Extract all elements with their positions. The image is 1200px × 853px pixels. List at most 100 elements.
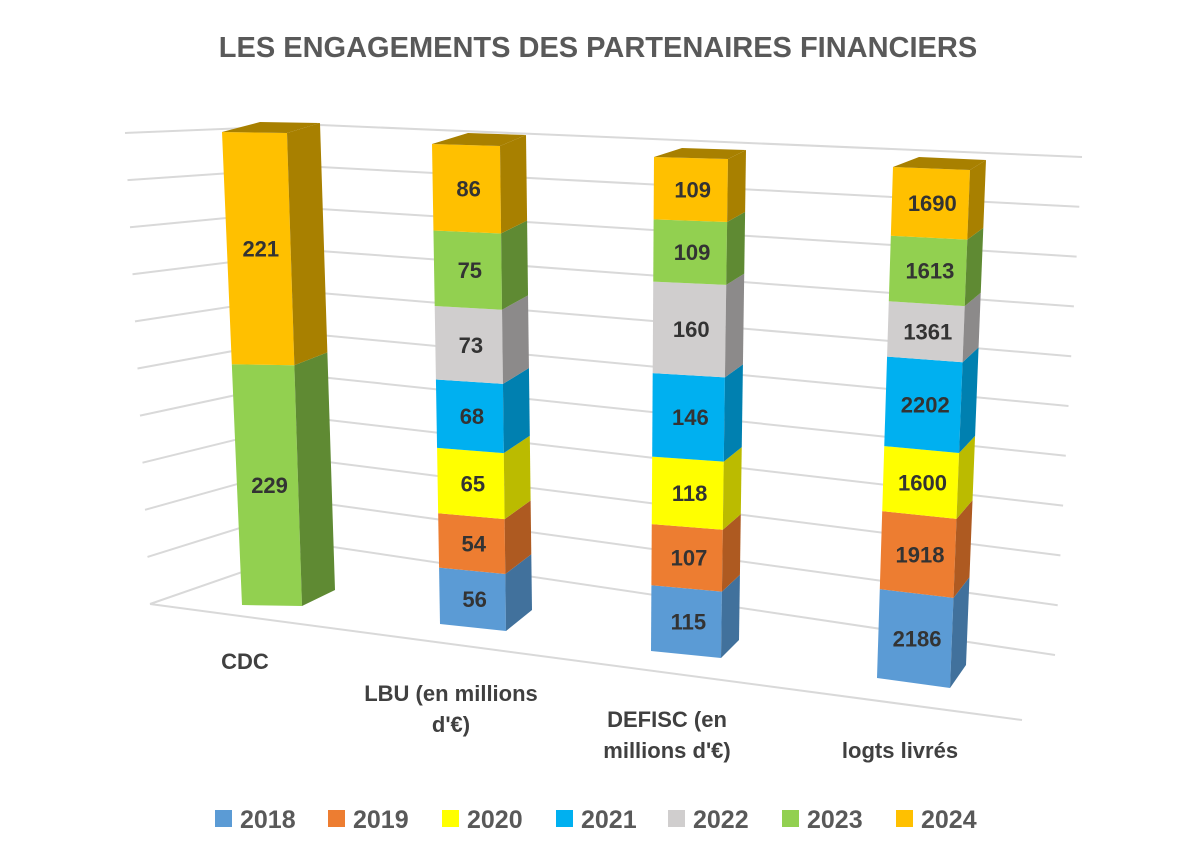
bar-segment-2023 xyxy=(653,219,728,285)
bar-segment-side-2021 xyxy=(959,347,979,453)
bar-stack xyxy=(877,157,986,688)
bar-segment-side-2023 xyxy=(501,220,529,310)
bar-segment-side-2023 xyxy=(964,227,984,307)
data-label: 109 xyxy=(674,240,711,265)
bar-segment-2020 xyxy=(651,456,724,530)
bar-top-2024 xyxy=(654,148,746,159)
bar-segment-side-2021 xyxy=(723,364,743,462)
bar-segment-side-2018 xyxy=(950,577,970,688)
bar-stack xyxy=(651,148,746,658)
legend-label: 2024 xyxy=(921,806,977,834)
bar-segment-2021 xyxy=(884,356,963,453)
legend-swatch xyxy=(442,810,459,827)
legend-swatch xyxy=(556,810,573,827)
legend-item-2023: 2023 xyxy=(782,806,863,834)
legend-swatch xyxy=(668,810,685,827)
data-label: 118 xyxy=(672,481,708,506)
bar-segment-2018 xyxy=(651,585,722,658)
legend-item-2018: 2018 xyxy=(215,806,296,834)
data-label: 2186 xyxy=(893,626,942,651)
bar-segment-side-2024 xyxy=(727,150,746,222)
data-label: 75 xyxy=(458,258,482,283)
legend-label: 2020 xyxy=(467,806,523,834)
data-label: 1613 xyxy=(905,259,954,284)
legend-swatch xyxy=(782,810,799,827)
bars xyxy=(222,122,986,688)
bar-segment-2018 xyxy=(439,567,506,631)
legend-label: 2022 xyxy=(693,806,749,834)
data-label: 146 xyxy=(672,405,709,430)
category-labels: CDC LBU (en millions d'€) DEFISC (en million… xyxy=(221,649,958,763)
data-label: 221 xyxy=(242,237,279,262)
data-label: 160 xyxy=(673,317,710,342)
bar-segment-side-2021 xyxy=(502,368,530,454)
bar-segment-side-2019 xyxy=(721,514,741,592)
bar-segment-side-2024 xyxy=(287,123,328,366)
bar-segment-2019 xyxy=(438,513,506,575)
data-label: 1600 xyxy=(898,470,947,495)
bar-segment-2019 xyxy=(879,511,957,598)
bar-segment-2023 xyxy=(888,235,968,307)
legend-item-2021: 2021 xyxy=(556,806,637,834)
legend-swatch xyxy=(896,810,913,827)
bar-segment-2020 xyxy=(882,446,960,519)
bar-segment-side-2022 xyxy=(724,273,745,378)
bar-segment-side-2019 xyxy=(953,500,973,598)
bar-segment-side-2024 xyxy=(967,160,986,240)
legend-item-2019: 2019 xyxy=(328,806,409,834)
bar-segment-2022 xyxy=(887,301,965,363)
data-label: 115 xyxy=(671,609,707,634)
data-label: 65 xyxy=(461,471,485,496)
data-label: 56 xyxy=(462,587,486,612)
category-label: DEFISC (en millions d'€) xyxy=(603,707,730,763)
bar-segment-2023 xyxy=(231,364,302,606)
data-label: 229 xyxy=(251,473,288,498)
legend-label: 2019 xyxy=(353,806,409,834)
data-label: 107 xyxy=(671,546,708,571)
data-label: 54 xyxy=(462,532,487,557)
legend-swatch xyxy=(328,810,345,827)
data-labels: 229 221 56 54 65 68 73 75 86 115 107 118 146 160 109 10… xyxy=(242,176,956,651)
bar-top-2024 xyxy=(432,133,526,146)
legend-swatch xyxy=(215,810,232,827)
data-label: 1361 xyxy=(903,320,952,345)
category-label: LBU (en millions d'€) xyxy=(364,681,538,737)
bar-segment-side-2018 xyxy=(505,554,532,631)
bar-segment-side-2023 xyxy=(726,211,746,285)
legend-label: 2021 xyxy=(581,806,637,834)
legend-item-2022: 2022 xyxy=(668,806,749,834)
bar-segment-side-2020 xyxy=(503,435,531,520)
data-label: 2202 xyxy=(901,392,950,417)
bar-segment-side-2022 xyxy=(502,295,529,384)
legend-label: 2018 xyxy=(240,806,296,834)
data-label: 1690 xyxy=(908,191,957,216)
bar-segment-2022 xyxy=(652,281,727,378)
bar-segment-2021 xyxy=(652,373,725,462)
bar-segment-2019 xyxy=(651,524,723,592)
chart-title: LES ENGAGEMENTS DES PARTENAIRES FINANCIE… xyxy=(219,32,977,64)
bar-stack xyxy=(222,122,335,606)
bar-segment-2024 xyxy=(653,157,728,222)
bar-segment-2020 xyxy=(437,447,505,520)
bar-segment-2024 xyxy=(432,144,502,234)
bar-top-2024 xyxy=(222,122,320,133)
legend-label: 2023 xyxy=(807,806,863,834)
data-label: 68 xyxy=(460,404,484,429)
bar-segment-side-2019 xyxy=(504,500,532,575)
bar-stack xyxy=(432,133,532,631)
data-label: 1918 xyxy=(896,542,945,567)
data-label: 109 xyxy=(674,177,711,202)
data-label: 86 xyxy=(456,176,480,201)
bar-segment-side-2023 xyxy=(294,352,335,606)
floor-edge xyxy=(149,603,1023,721)
category-label: CDC xyxy=(221,649,269,674)
legend-item-2024: 2024 xyxy=(896,806,977,834)
bar-segment-2022 xyxy=(434,306,503,384)
legend: 2018 2019 2020 2021 2022 2023 2024 xyxy=(215,806,977,834)
bar-top-2024 xyxy=(893,157,986,170)
bar-segment-side-2020 xyxy=(722,447,742,530)
bar-segment-side-2024 xyxy=(500,135,528,234)
legend-item-2020: 2020 xyxy=(442,806,523,834)
bar-segment-2024 xyxy=(222,132,295,366)
bar-segment-2021 xyxy=(435,379,504,454)
